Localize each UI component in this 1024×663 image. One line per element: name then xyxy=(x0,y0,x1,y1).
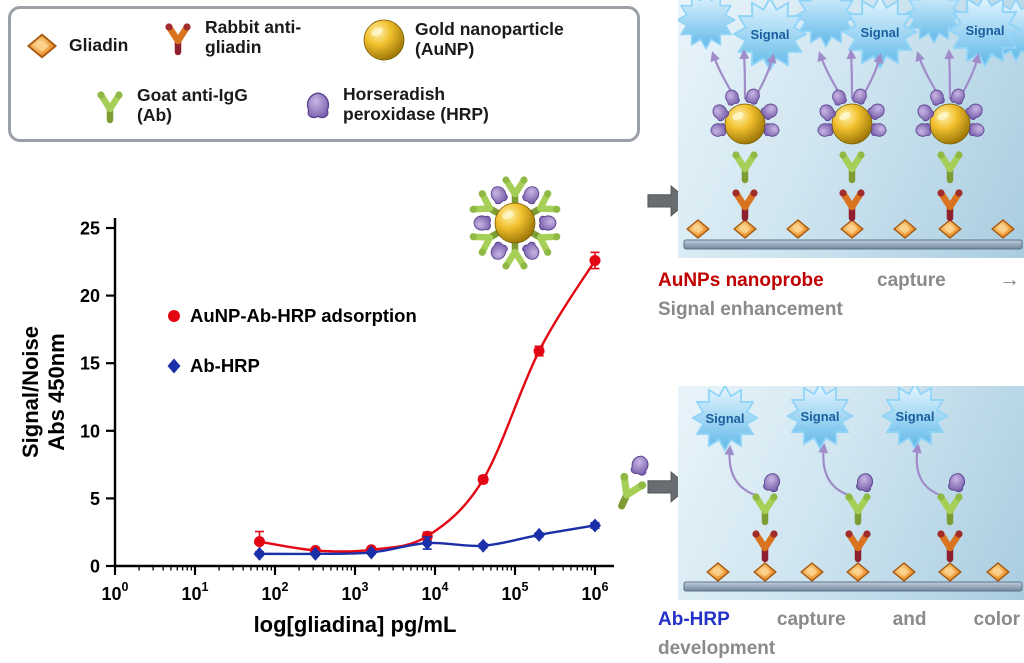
gliadin-icon xyxy=(893,563,915,581)
key-label-gliadin: Gliadin xyxy=(69,36,128,56)
ab-hrp-caption-blue: Ab-HRP xyxy=(658,606,730,635)
svg-text:0: 0 xyxy=(90,557,100,577)
svg-text:106: 106 xyxy=(582,580,609,604)
assay-surface xyxy=(684,582,1022,591)
gliadin-icon xyxy=(787,220,809,238)
gliadin-icon xyxy=(992,220,1014,238)
ab-hrp-caption-capture: capture xyxy=(777,606,846,635)
gliadin-icon xyxy=(707,563,729,581)
svg-text:10: 10 xyxy=(80,421,100,441)
hrp-icon xyxy=(303,90,333,120)
svg-text:Abs 450nm: Abs 450nm xyxy=(44,333,69,450)
gliadin-icon xyxy=(894,220,916,238)
ab-hrp-complex xyxy=(937,472,966,581)
aunp-probe-complex xyxy=(817,87,887,238)
svg-text:Signal/Noise: Signal/Noise xyxy=(18,326,43,458)
svg-text:20: 20 xyxy=(80,286,100,306)
gliadin-icon xyxy=(801,563,823,581)
key-item-gold-nanoparticle: Gold nanoparticle (AuNP) xyxy=(363,19,610,61)
key-item-rabbit-antibody: Rabbit anti-gliadin xyxy=(161,17,335,59)
signal-burst-icon xyxy=(905,0,963,43)
signal-label: Signal xyxy=(800,409,839,424)
signal-label: Signal xyxy=(705,411,744,426)
svg-text:Ab-HRP: Ab-HRP xyxy=(190,355,260,376)
aunp-caption: AuNPs nanoprobe capture → Signal enhance… xyxy=(658,264,1020,324)
signal-label: Signal xyxy=(750,27,789,42)
signal-burst-icon xyxy=(678,0,735,49)
signal-label: Signal xyxy=(860,25,899,40)
svg-text:101: 101 xyxy=(182,580,209,604)
key-label-rabbit-antibody: Rabbit anti-gliadin xyxy=(205,18,335,57)
dose-response-chart: 100 101 102 103 104 105 106 0 5 10 15 20 25 log[gliad… xyxy=(12,176,672,660)
right-arrow-glyph: → xyxy=(999,264,1020,296)
ab-hrp-capture-schematic: Signal Signal Signal xyxy=(678,386,1024,600)
ab-hrp-caption-and: and xyxy=(893,606,927,635)
ab-hrp-complex xyxy=(752,472,781,581)
key-label-goat-antibody: Goat anti-IgG (Ab) xyxy=(137,86,267,125)
rabbit-antibody-icon xyxy=(161,17,195,59)
goat-antibody-icon xyxy=(93,85,127,127)
svg-text:103: 103 xyxy=(342,580,369,604)
aunp-capture-canvas: Signal Signal Signal xyxy=(678,0,1024,258)
svg-text:104: 104 xyxy=(422,580,449,604)
svg-text:15: 15 xyxy=(80,354,100,374)
signal-label: Signal xyxy=(965,23,1004,38)
gliadin-icon xyxy=(987,563,1009,581)
gold-nanoparticle-icon xyxy=(363,19,405,61)
ab-hrp-capture-canvas: Signal Signal Signal xyxy=(678,386,1024,600)
aunp-caption-red: AuNPs nanoprobe xyxy=(658,267,824,296)
svg-text:AuNP-Ab-HRP adsorption: AuNP-Ab-HRP adsorption xyxy=(190,305,417,326)
svg-text:100: 100 xyxy=(102,580,129,604)
signal-emission-arrows xyxy=(730,446,943,496)
aunp-probe-complex xyxy=(915,87,985,238)
aunp-caption-capture: capture xyxy=(877,267,946,296)
gliadin-icon xyxy=(687,220,709,238)
signal-burst-icon xyxy=(795,0,856,47)
ab-hrp-caption-line2: development xyxy=(658,635,1020,663)
ab-hrp-complex xyxy=(845,472,874,581)
aunp-probe-complex xyxy=(710,87,780,238)
svg-text:25: 25 xyxy=(80,219,100,239)
svg-text:102: 102 xyxy=(262,580,289,604)
ab-hrp-caption-color: color xyxy=(974,606,1020,635)
signal-label: Signal xyxy=(895,409,934,424)
svg-text:5: 5 xyxy=(90,489,100,509)
key-label-hrp: Horseradish peroxidase (HRP) xyxy=(343,85,503,124)
assay-surface xyxy=(684,240,1022,249)
ab-hrp-caption: Ab-HRP capture and color development xyxy=(658,606,1020,663)
key-item-gliadin: Gliadin xyxy=(25,33,128,59)
aunp-capture-schematic: Signal Signal Signal xyxy=(678,0,1024,258)
key-label-gold-nanoparticle: Gold nanoparticle (AuNP) xyxy=(415,20,610,59)
key-item-hrp: Horseradish peroxidase (HRP) xyxy=(303,85,503,124)
key-item-goat-antibody: Goat anti-IgG (Ab) xyxy=(93,85,267,127)
svg-text:105: 105 xyxy=(502,580,529,604)
svg-text:log[gliadina] pg/mL: log[gliadina] pg/mL xyxy=(254,612,457,637)
aunp-caption-line2: Signal enhancement xyxy=(658,296,1020,325)
figure-key-box: Gliadin Rabbit anti-gliadin Gold nanopar… xyxy=(8,6,640,142)
gliadin-diamond-icon xyxy=(25,33,59,59)
